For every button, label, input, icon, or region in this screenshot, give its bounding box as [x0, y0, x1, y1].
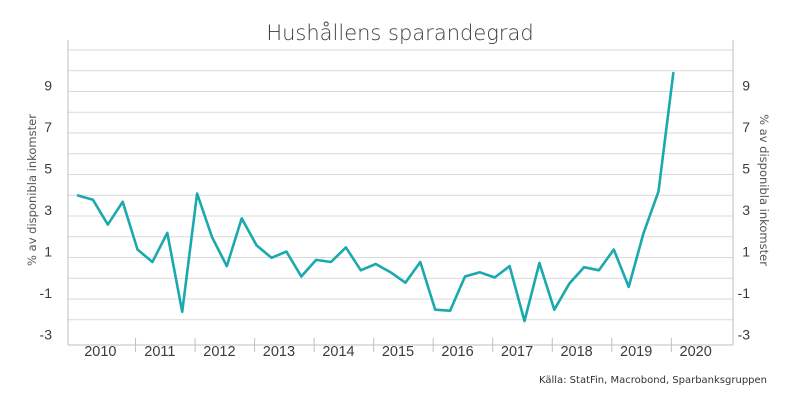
- y-axis-left-ticks: -3 -1 1 3 5 7 9: [40, 78, 53, 343]
- y-tick-label-left: 1: [44, 244, 52, 260]
- x-tick-label: 2020: [680, 344, 712, 360]
- y-tick-label-left: 7: [44, 119, 52, 135]
- x-tick-label: 2012: [203, 344, 235, 360]
- y-tick-label-right: 3: [742, 202, 750, 218]
- x-tick-label: 2019: [620, 344, 652, 360]
- x-tick-label: 2017: [501, 344, 533, 360]
- x-tick-label: 2011: [144, 344, 175, 360]
- x-axis: 2010 2011 2012 2013 2014 2015 2016 2017 2018 2019…: [68, 338, 733, 360]
- series-layer: [76, 71, 675, 323]
- y-tick-label-left: -1: [40, 285, 53, 301]
- y-tick-label-right: -3: [738, 327, 751, 343]
- y-tick-label-left: 9: [44, 78, 52, 94]
- y-axis-right-ticks: -3 -1 1 3 5 7 9: [738, 78, 751, 343]
- x-tick-label: 2014: [322, 344, 354, 360]
- x-tick-label: 2013: [263, 344, 295, 360]
- grid-lines: [67, 40, 734, 345]
- y-tick-label-right: 9: [742, 78, 750, 94]
- y-tick-label-left: 3: [44, 202, 52, 218]
- y-tick-label-left: -3: [40, 327, 53, 343]
- y-tick-label-right: 1: [742, 244, 750, 260]
- chart-title: Hushållens sparandegrad: [266, 21, 533, 45]
- x-tick-label: 2018: [560, 344, 592, 360]
- y-tick-label-right: 7: [742, 119, 750, 135]
- series-line: [76, 71, 675, 323]
- y-axis-left-label: % av disponibla inkomster: [25, 114, 39, 266]
- x-tick-label: 2015: [382, 344, 414, 360]
- x-tick-label: 2010: [84, 344, 116, 360]
- y-tick-label-right: -1: [738, 285, 751, 301]
- x-tick-label: 2016: [441, 344, 473, 360]
- source-note: Källa: StatFin, Macrobond, Sparbanksgrup…: [539, 375, 767, 386]
- y-tick-label-right: 5: [742, 161, 750, 177]
- y-axis-right-label: % av disponibla inkomster: [757, 114, 771, 266]
- y-tick-label-left: 5: [44, 161, 52, 177]
